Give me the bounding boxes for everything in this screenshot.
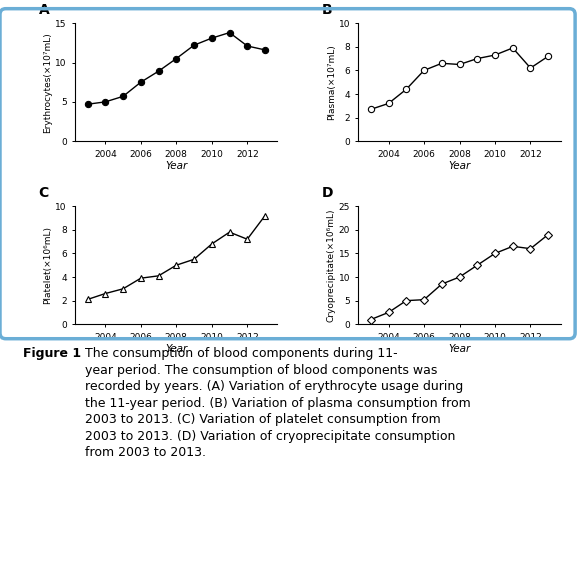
X-axis label: Year: Year	[449, 345, 470, 354]
Text: A: A	[39, 3, 50, 17]
X-axis label: Year: Year	[165, 345, 187, 354]
Y-axis label: Cryoprecipitate(×10⁶mL): Cryoprecipitate(×10⁶mL)	[327, 208, 336, 322]
Text: Figure 1: Figure 1	[23, 347, 81, 360]
Y-axis label: Platelet(×10⁶mL): Platelet(×10⁶mL)	[43, 226, 53, 304]
Text: The consumption of blood components during 11-
year period. The consumption of b: The consumption of blood components duri…	[85, 347, 470, 459]
X-axis label: Year: Year	[165, 162, 187, 171]
Y-axis label: Erythrocytes(×10⁷mL): Erythrocytes(×10⁷mL)	[43, 32, 53, 133]
Text: C: C	[39, 186, 49, 200]
Y-axis label: Plasma(×10⁷mL): Plasma(×10⁷mL)	[327, 45, 336, 120]
Text: D: D	[322, 186, 334, 200]
X-axis label: Year: Year	[449, 162, 470, 171]
Text: B: B	[322, 3, 332, 17]
